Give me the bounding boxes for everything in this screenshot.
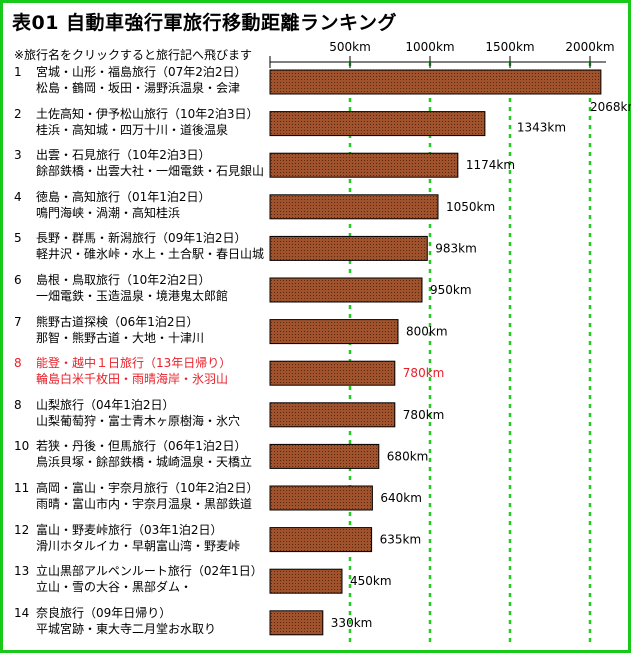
trip-name-link[interactable]: 山梨旅行（04年1泊2日） — [36, 397, 175, 412]
rank-number: 14 — [14, 605, 30, 620]
rank-number: 11 — [14, 481, 30, 495]
bar — [269, 277, 423, 303]
trip-places: 桂浜・高知城・四万十川・道後温泉 — [36, 122, 229, 137]
trip-name-link[interactable]: 長野・群馬・新潟旅行（09年1泊2日） — [36, 231, 247, 246]
bar-value-label: 1343km — [517, 121, 566, 135]
trip-name-link[interactable]: 熊野古道探検（06年1泊2日） — [36, 314, 199, 329]
bar — [269, 111, 486, 137]
rank-number: 3 — [14, 148, 22, 163]
rank-number: 7 — [14, 314, 22, 329]
trip-places: 松島・鶴岡・坂田・湯野浜温泉・会津 — [36, 81, 241, 95]
x-tick-label: 500km — [329, 40, 371, 54]
chart-title: 表01 自動車強行軍旅行移動距離ランキング — [12, 12, 397, 34]
bar-value-label: 1050km — [446, 200, 495, 214]
rank-number: 5 — [14, 231, 22, 246]
bar-value-label: 983km — [435, 241, 477, 255]
rank-number: 12 — [14, 522, 30, 537]
trip-places: 那智・熊野古道・大地・十津川 — [36, 330, 205, 345]
trip-name-link[interactable]: 土佐高知・伊予松山旅行（10年2泊3日） — [36, 106, 259, 121]
bar-value-label: 950km — [430, 283, 472, 297]
trip-name-link[interactable]: 高岡・富山・宇奈月旅行（10年2泊2日） — [36, 481, 259, 495]
trip-places: 立山・雪の大谷・黒部ダム・ — [36, 580, 193, 595]
trip-places: 山梨葡萄狩・富士青木ヶ原樹海・氷穴 — [36, 413, 241, 428]
rank-number: 8 — [14, 356, 22, 371]
bar-value-label: 1174km — [466, 158, 515, 172]
rank-number: 1 — [14, 65, 22, 79]
trip-name-link[interactable]: 出雲・石見旅行（10年2泊3日） — [36, 148, 211, 163]
trip-places: 鳥浜貝塚・餘部鉄橋・城崎温泉・天橋立 — [36, 455, 253, 470]
bar — [269, 235, 428, 261]
rank-number: 4 — [14, 189, 22, 204]
trip-name-link[interactable]: 富山・野麦峠旅行（03年1泊2日） — [36, 522, 223, 537]
x-tick-label: 1000km — [405, 40, 454, 54]
bar — [269, 485, 373, 511]
trip-name-link[interactable]: 奈良旅行（09年日帰り） — [36, 605, 172, 620]
trip-places: 輪島白米千枚田・雨晴海岸・氷羽山 — [36, 372, 229, 387]
bar — [269, 443, 380, 469]
trip-name-link[interactable]: 立山黒部アルペンルート旅行（02年1日） — [36, 564, 263, 579]
bar-value-label: 330km — [331, 616, 373, 630]
bar — [269, 194, 439, 220]
trip-places: 平城宮跡・東大寺二月堂お水取り — [36, 621, 217, 636]
bar-value-label: 635km — [380, 533, 422, 547]
trip-name-link[interactable]: 徳島・高知旅行（01年1泊2日） — [36, 189, 211, 204]
bar-value-label: 2068km — [590, 100, 631, 114]
bar-value-label: 800km — [406, 325, 448, 339]
x-tick-label: 2000km — [565, 40, 614, 54]
rank-number: 8 — [14, 397, 22, 412]
trip-name-link[interactable]: 島根・鳥取旅行（10年2泊2日） — [36, 273, 211, 287]
trip-name-link[interactable]: 宮城・山形・福島旅行（07年2泊2日） — [36, 65, 247, 79]
bar — [269, 152, 459, 178]
trip-places: 一畑電鉄・玉造温泉・境港鬼太郎館 — [36, 289, 229, 303]
bar — [269, 360, 396, 386]
bar-value-label: 780km — [403, 408, 445, 422]
rank-number: 13 — [14, 564, 30, 579]
bar — [269, 402, 396, 428]
rank-number: 6 — [14, 273, 22, 287]
trip-name-link[interactable]: 若狭・丹後・但馬旅行（06年1泊2日） — [36, 439, 247, 454]
bar-value-label: 640km — [380, 491, 422, 505]
bar-value-label: 680km — [387, 449, 429, 463]
trip-places: 軽井沢・碓氷峠・水上・土合駅・春日山城 — [36, 247, 265, 262]
trip-places: 鳴門海峡・渦潮・高知桂浜 — [36, 205, 181, 220]
bar — [269, 568, 343, 594]
bar-value-label: 450km — [350, 574, 392, 588]
bar — [269, 527, 373, 553]
bar — [269, 319, 399, 345]
bar — [269, 610, 324, 636]
trip-places: 滑川ホタルイカ・早朝富山湾・野麦峠 — [36, 538, 241, 553]
bar-value-label: 780km — [403, 366, 445, 380]
x-tick-label: 1500km — [485, 40, 534, 54]
trip-name-link[interactable]: 能登・越中１日旅行（13年日帰り） — [36, 356, 232, 371]
rank-number: 10 — [14, 439, 30, 454]
trip-places: 餘部鉄橋・出雲大社・一畑電鉄・石見銀山 — [36, 164, 265, 179]
click-note: ※旅行名をクリックすると旅行記へ飛びます — [14, 48, 253, 62]
bar — [269, 69, 602, 95]
rank-number: 2 — [14, 106, 22, 121]
trip-places: 雨晴・富山市内・宇奈月温泉・黒部鉄道 — [36, 497, 253, 511]
